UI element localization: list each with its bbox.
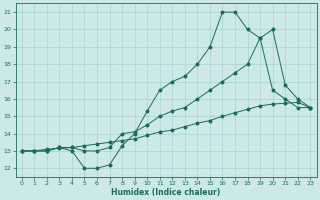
X-axis label: Humidex (Indice chaleur): Humidex (Indice chaleur) [111, 188, 221, 197]
